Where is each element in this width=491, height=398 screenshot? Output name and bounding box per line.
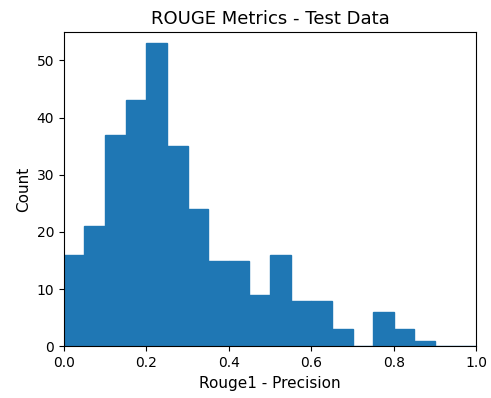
X-axis label: Rouge1 - Precision: Rouge1 - Precision <box>199 376 341 390</box>
Bar <box>64 255 84 346</box>
Bar <box>188 209 208 346</box>
Bar <box>249 295 270 346</box>
Bar <box>373 312 394 346</box>
Bar <box>146 43 167 346</box>
Bar <box>332 329 353 346</box>
Bar <box>208 261 229 346</box>
Bar <box>167 146 188 346</box>
Bar <box>105 135 126 346</box>
Bar <box>270 255 291 346</box>
Title: ROUGE Metrics - Test Data: ROUGE Metrics - Test Data <box>151 10 389 27</box>
Bar <box>84 226 105 346</box>
Bar <box>291 300 311 346</box>
Bar <box>126 100 146 346</box>
Bar <box>414 341 435 346</box>
Bar <box>394 329 414 346</box>
Bar <box>311 300 332 346</box>
Y-axis label: Count: Count <box>16 166 31 212</box>
Bar <box>229 261 249 346</box>
